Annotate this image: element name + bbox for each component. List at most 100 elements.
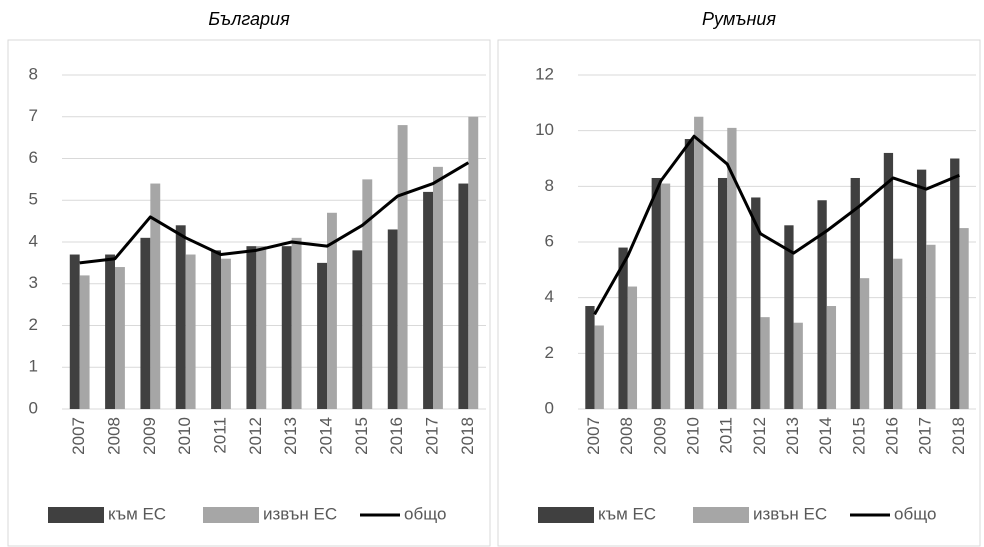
- y-tick-label: 1: [29, 357, 38, 376]
- legend-label: извън ЕС: [753, 504, 827, 523]
- bar: [327, 212, 337, 409]
- bar: [859, 278, 870, 409]
- y-tick-label: 2: [29, 315, 38, 334]
- x-tick-label: 2012: [750, 417, 769, 455]
- bar: [826, 306, 837, 409]
- legend-label: общо: [404, 504, 446, 523]
- y-tick-label: 4: [545, 287, 554, 306]
- legend-swatch: [693, 507, 749, 523]
- x-tick-label: 2013: [281, 417, 300, 455]
- x-tick-label: 2010: [684, 417, 703, 455]
- bar: [717, 177, 728, 409]
- bar: [433, 166, 443, 409]
- bar: [926, 244, 936, 409]
- chart-title: Румъния: [702, 9, 776, 29]
- y-tick-label: 7: [29, 106, 38, 125]
- y-tick-label: 6: [29, 148, 38, 167]
- legend-swatch: [538, 507, 594, 523]
- bar: [211, 250, 221, 409]
- x-tick-label: 2016: [387, 417, 406, 455]
- line: [79, 161, 470, 265]
- legend-swatch: [48, 507, 104, 523]
- x-tick-label: 2009: [140, 417, 159, 455]
- y-tick-label: 0: [545, 398, 554, 417]
- bar: [585, 306, 595, 409]
- bar: [627, 286, 638, 409]
- bar: [694, 116, 704, 409]
- y-tick-label: 2: [545, 343, 554, 362]
- bar: [79, 275, 90, 409]
- legend-label: към ЕС: [598, 504, 656, 523]
- bar: [362, 179, 373, 409]
- bar: [256, 246, 267, 409]
- bar: [784, 225, 794, 409]
- x-tick-label: 2012: [246, 417, 265, 455]
- chart-frame: [497, 39, 981, 547]
- bar: [175, 225, 186, 409]
- bar: [618, 247, 628, 409]
- bar: [959, 228, 969, 409]
- chart-title: България: [208, 9, 290, 29]
- bar: [69, 254, 80, 409]
- x-tick-label: 2016: [883, 417, 902, 455]
- bar: [950, 158, 960, 409]
- line: [593, 134, 960, 316]
- x-tick-label: 2018: [458, 417, 477, 455]
- legend-label: извън ЕС: [263, 504, 337, 523]
- x-tick-label: 2017: [916, 417, 935, 455]
- legend-swatch: [203, 507, 259, 523]
- x-tick-label: 2008: [104, 417, 123, 455]
- bar: [883, 152, 894, 409]
- y-tick-label: 0: [29, 398, 38, 417]
- x-tick-label: 2013: [783, 417, 802, 455]
- x-tick-label: 2015: [849, 417, 868, 455]
- bar: [115, 267, 125, 409]
- x-tick-label: 2017: [422, 417, 441, 455]
- y-tick-label: 6: [545, 231, 554, 250]
- bar: [221, 258, 231, 409]
- bar: [727, 127, 737, 409]
- y-tick-label: 3: [29, 273, 38, 292]
- bar: [352, 250, 363, 409]
- y-tick-label: 8: [545, 176, 554, 195]
- x-tick-label: 2010: [175, 417, 194, 455]
- bar: [105, 254, 115, 409]
- bar: [793, 322, 803, 409]
- bar: [468, 116, 479, 409]
- bar: [751, 197, 761, 409]
- x-tick-label: 2014: [816, 417, 835, 455]
- y-tick-label: 10: [535, 120, 554, 139]
- x-tick-label: 2007: [584, 417, 603, 455]
- bar: [246, 246, 257, 409]
- bar: [281, 246, 292, 409]
- x-tick-label: 2009: [650, 417, 669, 455]
- y-tick-label: 4: [29, 231, 38, 250]
- bar: [458, 183, 469, 409]
- y-tick-label: 8: [29, 64, 38, 83]
- bar: [185, 254, 196, 409]
- bar: [651, 177, 661, 409]
- bar: [817, 200, 827, 409]
- bar: [916, 169, 927, 409]
- bar: [893, 258, 903, 409]
- y-tick-label: 5: [29, 190, 38, 209]
- bar: [684, 139, 695, 409]
- x-tick-label: 2015: [352, 417, 371, 455]
- bar: [291, 237, 302, 409]
- bar: [387, 229, 398, 409]
- x-tick-label: 2018: [949, 417, 968, 455]
- bar: [317, 262, 327, 409]
- bar: [850, 177, 860, 409]
- x-tick-label: 2008: [617, 417, 636, 455]
- y-tick-label: 12: [535, 64, 554, 83]
- bar: [760, 317, 770, 409]
- x-tick-label: 2011: [210, 417, 229, 454]
- bar: [594, 325, 604, 409]
- x-tick-label: 2014: [316, 417, 335, 455]
- legend-label: общо: [894, 504, 936, 523]
- legend-label: към ЕС: [108, 504, 166, 523]
- bar: [140, 237, 151, 409]
- x-tick-label: 2007: [69, 417, 88, 455]
- chart-frame: [7, 39, 491, 547]
